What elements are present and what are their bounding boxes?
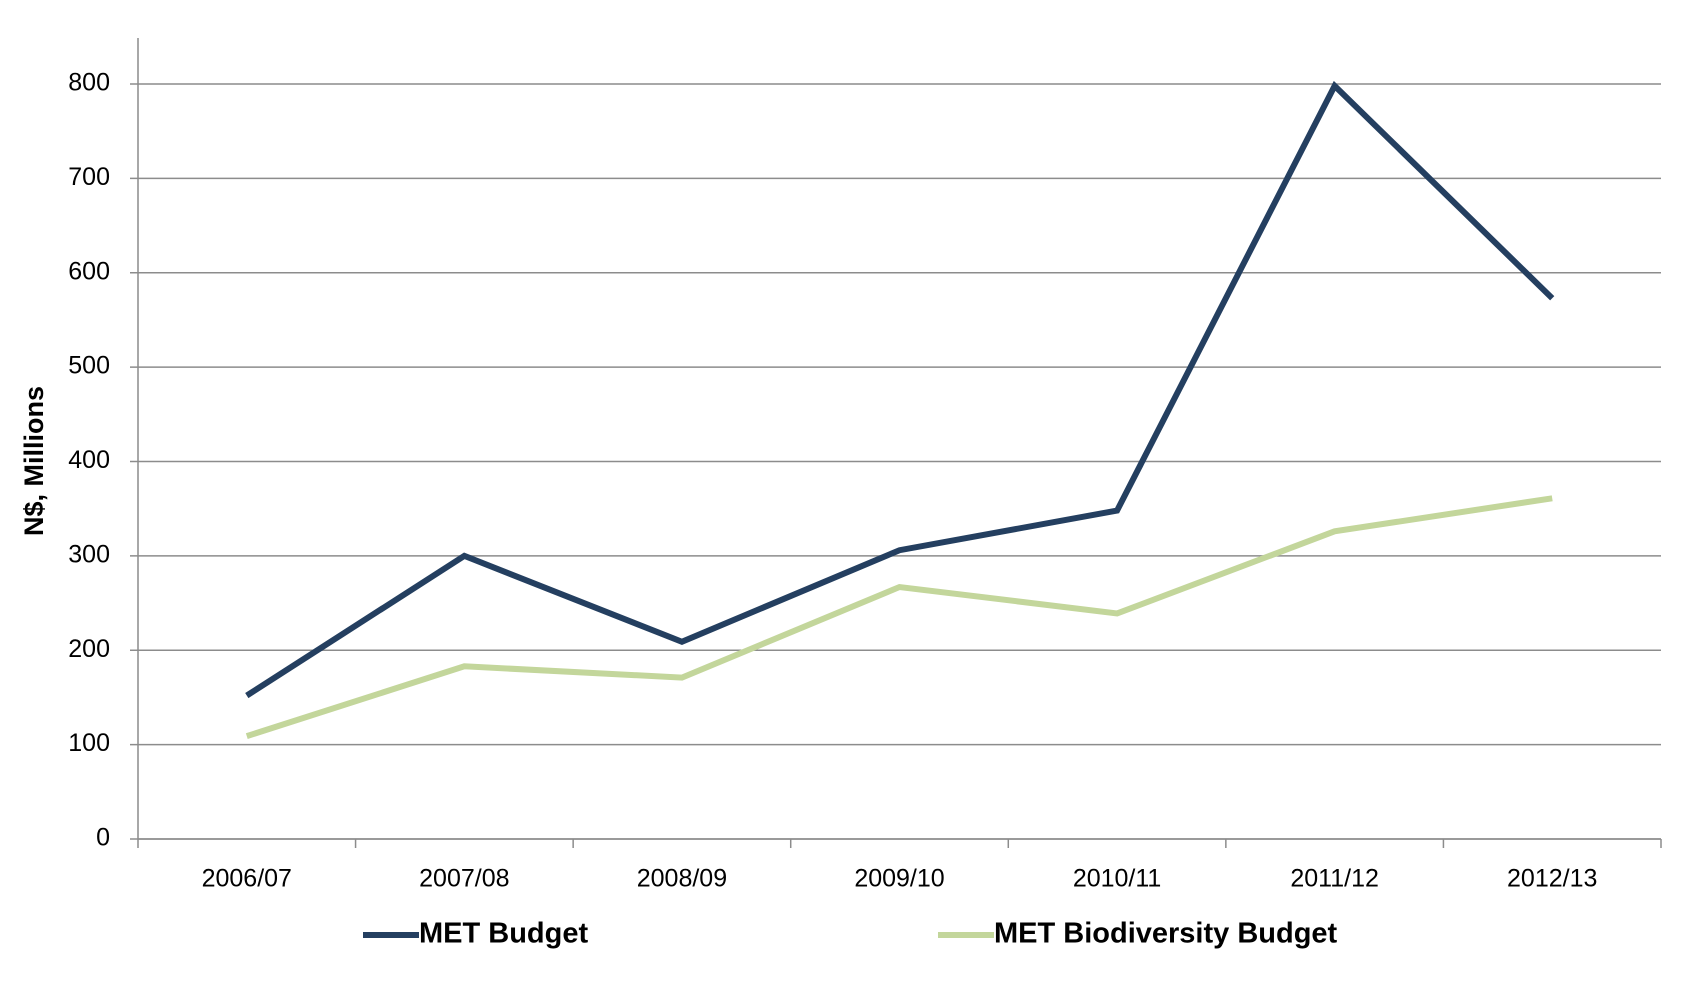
- y-tick-label: 500: [68, 352, 110, 380]
- legend-label: MET Biodiversity Budget: [994, 918, 1338, 950]
- y-tick-label: 400: [68, 446, 110, 474]
- y-tick-label: 0: [96, 824, 110, 852]
- y-tick-label: 600: [68, 257, 110, 285]
- y-tick-label: 800: [68, 69, 110, 97]
- x-tick-label: 2008/09: [637, 865, 727, 893]
- legend-label: MET Budget: [419, 918, 588, 950]
- y-tick-label: 100: [68, 729, 110, 757]
- x-tick-label: 2011/12: [1290, 865, 1379, 893]
- y-axis-label: N$, Millions: [19, 386, 49, 536]
- y-tick-label: 200: [68, 635, 110, 663]
- x-tick-label: 2010/11: [1073, 865, 1162, 893]
- x-tick-label: 2009/10: [854, 865, 944, 893]
- x-tick-label: 2012/13: [1507, 865, 1597, 893]
- y-tick-label: 300: [68, 540, 110, 568]
- x-tick-label: 2006/07: [202, 865, 292, 893]
- x-tick-label: 2007/08: [419, 865, 509, 893]
- data-line: [245, 495, 1553, 739]
- data-line: [245, 80, 1555, 699]
- y-tick-label: 700: [68, 163, 110, 191]
